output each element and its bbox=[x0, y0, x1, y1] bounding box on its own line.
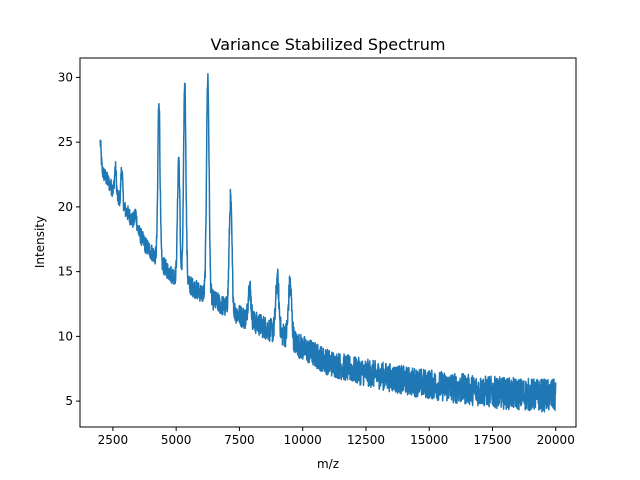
y-axis-label: Intensity bbox=[33, 216, 47, 268]
x-tick-label: 12500 bbox=[347, 433, 385, 447]
series-line bbox=[99, 73, 557, 413]
y-tick-label: 30 bbox=[58, 70, 73, 84]
y-tick-label: 20 bbox=[58, 200, 73, 214]
y-axis-ticks: 5 10 15 20 25 30 bbox=[58, 70, 80, 408]
x-tick-label: 15000 bbox=[410, 433, 448, 447]
x-tick-label: 5000 bbox=[161, 433, 192, 447]
x-tick-label: 2500 bbox=[98, 433, 129, 447]
x-tick-label: 20000 bbox=[537, 433, 575, 447]
y-tick-label: 10 bbox=[58, 329, 73, 343]
chart-title: Variance Stabilized Spectrum bbox=[211, 35, 446, 54]
x-tick-label: 17500 bbox=[473, 433, 511, 447]
y-tick-label: 5 bbox=[65, 394, 73, 408]
y-tick-label: 15 bbox=[58, 265, 73, 279]
y-tick-label: 25 bbox=[58, 135, 73, 149]
x-axis-label: m/z bbox=[317, 457, 339, 471]
x-axis-ticks: 2500 5000 7500 10000 12500 15000 17500 20000 bbox=[98, 427, 575, 447]
series-layer bbox=[99, 73, 557, 413]
x-tick-label: 10000 bbox=[284, 433, 322, 447]
plot-frame bbox=[79, 57, 577, 428]
x-tick-label: 7500 bbox=[224, 433, 255, 447]
